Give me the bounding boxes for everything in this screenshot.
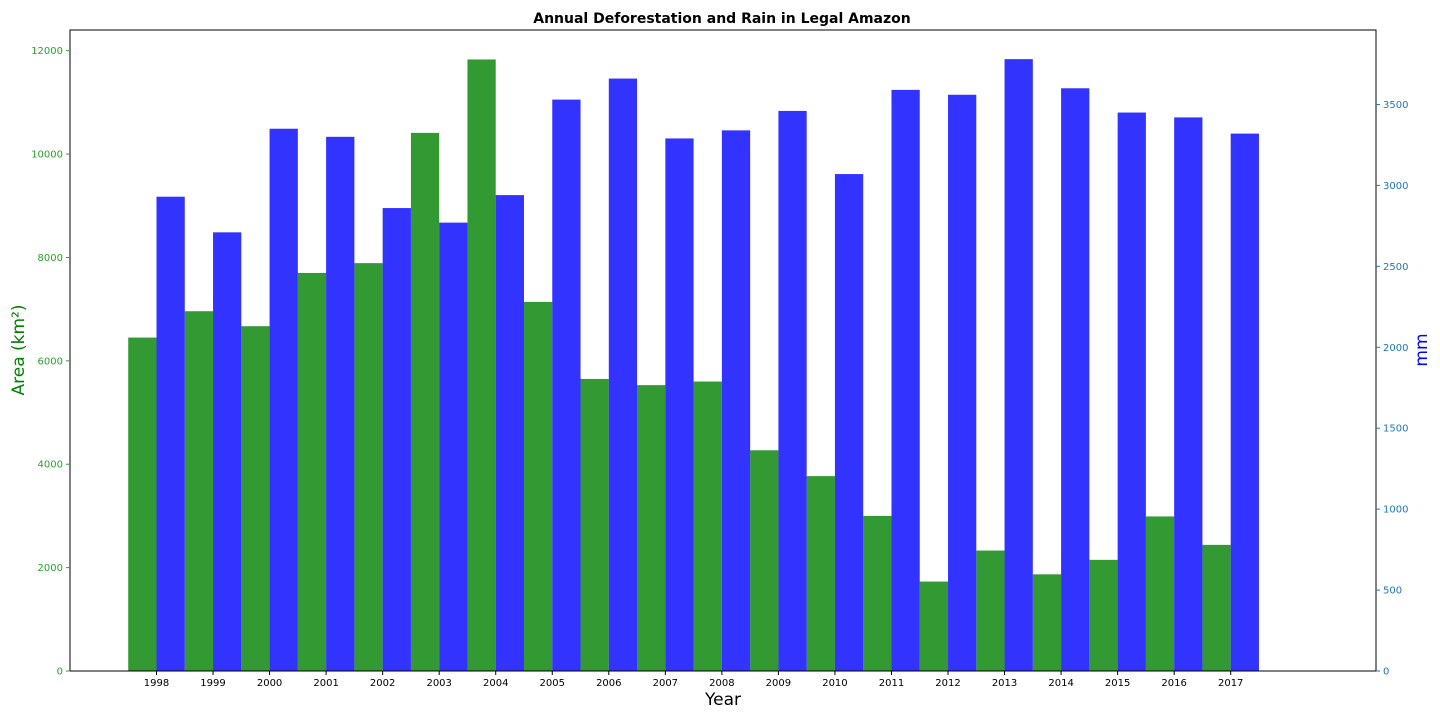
left-tick-label: 12000 [31, 46, 63, 57]
deforestation-bar-2010 [806, 476, 835, 671]
rain-bar-2013 [1004, 59, 1033, 671]
right-tick-label: 0 [1383, 667, 1389, 678]
rain-bar-2009 [778, 110, 807, 672]
x-tick-label: 2004 [483, 678, 508, 689]
deforestation-bar-2012 [919, 581, 949, 671]
x-tick-label: 2003 [426, 678, 451, 689]
x-tick-label: 2017 [1218, 678, 1243, 689]
deforestation-bar-2008 [693, 381, 722, 671]
deforestation-bar-1999 [184, 311, 214, 671]
rain-bars [156, 59, 1259, 672]
deforestation-bar-2007 [637, 385, 666, 671]
rain-bar-2004 [495, 195, 524, 672]
rain-bar-2006 [608, 78, 638, 671]
x-axis-label: Year [704, 690, 741, 710]
rain-bar-2001 [326, 136, 355, 671]
x-tick-label: 2013 [992, 678, 1017, 689]
rain-bar-2014 [1061, 88, 1090, 671]
x-tick-label: 2001 [313, 678, 338, 689]
left-tick-label: 0 [57, 667, 63, 678]
rain-bar-2008 [721, 130, 751, 672]
deforestation-bar-2015 [1089, 559, 1118, 671]
x-tick-label: 2011 [879, 678, 904, 689]
x-tick-label: 2014 [1048, 678, 1073, 689]
deforestation-bar-2013 [976, 550, 1005, 671]
rain-bar-2016 [1174, 117, 1203, 671]
rain-bar-2007 [665, 138, 694, 671]
deforestation-bar-2017 [1202, 544, 1231, 671]
rain-bar-2000 [269, 128, 298, 672]
x-tick-label: 2008 [709, 678, 734, 689]
x-tick-label: 2016 [1161, 678, 1186, 689]
deforestation-bar-2002 [354, 263, 383, 671]
rain-bar-1999 [213, 232, 242, 671]
x-tick-label: 2000 [257, 678, 282, 689]
x-tick-label: 2005 [540, 678, 565, 689]
deforestation-bar-2004 [467, 59, 496, 672]
right-tick-label: 500 [1383, 586, 1402, 597]
right-axis-label: mm [1412, 333, 1432, 366]
right-tick-label: 1000 [1383, 505, 1408, 516]
left-tick-label: 6000 [38, 356, 63, 367]
rain-bar-2012 [948, 94, 977, 671]
x-tick-label: 2006 [596, 678, 621, 689]
right-tick-label: 2500 [1383, 262, 1408, 273]
rain-bar-2002 [382, 208, 411, 671]
rain-bar-2003 [439, 222, 468, 671]
left-tick-label: 4000 [38, 460, 63, 471]
x-tick-label: 2002 [370, 678, 395, 689]
x-tick-label: 2012 [935, 678, 960, 689]
x-tick-label: 2010 [822, 678, 847, 689]
deforestation-bar-2001 [297, 272, 327, 671]
x-tick-label: 1998 [144, 678, 169, 689]
x-tick-label: 2015 [1105, 678, 1130, 689]
left-tick-label: 2000 [38, 563, 63, 574]
rain-bar-2015 [1117, 112, 1146, 672]
x-axis-ticks: 1998 1999 2000 2001 2002 2003 2004 2005 2006 2007… [144, 671, 1243, 689]
right-tick-label: 1500 [1383, 424, 1408, 435]
rain-bar-2010 [834, 174, 864, 671]
deforestation-bar-2014 [1032, 574, 1062, 671]
deforestation-bar-2011 [863, 515, 892, 671]
deforestation-bar-2016 [1145, 516, 1175, 671]
deforestation-bar-2005 [523, 301, 553, 671]
right-tick-label: 2000 [1383, 343, 1408, 354]
deforestation-bar-1998 [128, 337, 157, 671]
left-tick-label: 8000 [38, 253, 63, 264]
left-tick-label: 10000 [31, 150, 63, 161]
left-axis-ticks: 0 2000 4000 6000 8000 10000 12000 [31, 46, 70, 678]
x-tick-label: 1999 [200, 678, 225, 689]
rain-bar-1998 [156, 196, 185, 671]
deforestation-bars [128, 59, 1231, 672]
deforestation-bar-2009 [750, 450, 779, 671]
right-tick-label: 3000 [1383, 181, 1408, 192]
rain-bar-2005 [552, 99, 581, 672]
right-axis-ticks: 0 500 1000 1500 2000 2500 3000 3500 [1376, 100, 1408, 678]
deforestation-bar-2000 [241, 326, 270, 671]
rain-bar-2011 [891, 89, 920, 671]
chart-title: Annual Deforestation and Rain in Legal A… [533, 11, 910, 27]
deforestation-bar-2006 [580, 378, 609, 671]
x-tick-label: 2007 [653, 678, 678, 689]
rain-bar-2017 [1230, 133, 1259, 672]
right-tick-label: 3500 [1383, 100, 1408, 111]
x-tick-label: 2009 [766, 678, 791, 689]
plot-frame [69, 29, 1377, 672]
deforestation-bar-2003 [410, 132, 440, 671]
left-axis-label: Area (km²) [9, 304, 29, 395]
